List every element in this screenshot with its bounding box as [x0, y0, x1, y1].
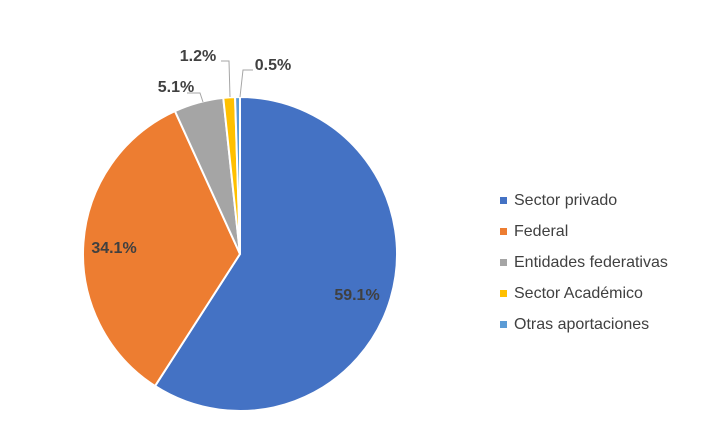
legend-item: Federal: [500, 216, 715, 247]
chart-legend: Sector privado Federal Entidades federat…: [500, 185, 715, 340]
data-labels: 59.1% 34.1% 5.1% 1.2% 0.5%: [91, 48, 379, 304]
data-label: 59.1%: [334, 287, 379, 304]
legend-item: Otras aportaciones: [500, 309, 715, 340]
legend-swatch-icon: [500, 228, 507, 235]
data-label: 5.1%: [158, 79, 194, 96]
pie-slice: [82, 109, 242, 388]
legend-label: Sector privado: [514, 191, 618, 209]
leader-line: [221, 60, 231, 98]
legend-swatch-icon: [500, 259, 507, 266]
legend-swatch-icon: [500, 321, 507, 328]
data-label: 0.5%: [255, 57, 291, 74]
pie-slices: [82, 95, 398, 412]
legend-label: Otras aportaciones: [514, 315, 650, 333]
legend-label: Entidades federativas: [514, 253, 668, 271]
leader-lines: [187, 60, 253, 103]
data-label: 34.1%: [91, 240, 136, 257]
legend-item: Entidades federativas: [500, 247, 715, 278]
legend-item: Sector Académico: [500, 278, 715, 309]
legend-label: Federal: [514, 222, 569, 240]
data-label: 1.2%: [180, 48, 216, 65]
legend-swatch-icon: [500, 290, 507, 297]
pie-slice: [234, 95, 241, 255]
legend-label: Sector Académico: [514, 284, 643, 302]
leader-line: [239, 69, 253, 98]
legend-item: Sector privado: [500, 185, 715, 216]
pie-slice: [153, 95, 398, 412]
leader-line: [187, 92, 204, 103]
legend-swatch-icon: [500, 197, 507, 204]
